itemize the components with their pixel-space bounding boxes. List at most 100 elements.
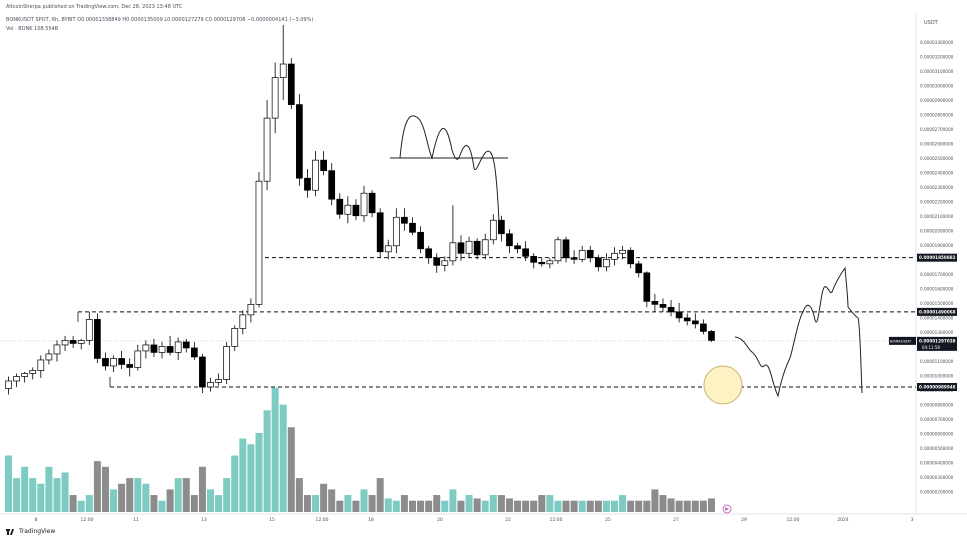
y-tick-label: 0.00002300000 xyxy=(920,185,954,190)
candle-body xyxy=(142,344,150,352)
replay-icon[interactable] xyxy=(722,504,732,514)
volume-indicator-line: Vol · BONK 108.554B xyxy=(6,26,59,32)
volume-bar xyxy=(336,500,344,512)
volume-bar xyxy=(417,500,425,512)
publisher-line: AltcoinSherpa published on TradingView.c… xyxy=(6,4,183,10)
candle xyxy=(417,226,424,254)
volume-bar xyxy=(530,500,538,512)
price-label-value: 0.00001850882 xyxy=(919,255,956,260)
candle xyxy=(94,313,101,363)
candle xyxy=(336,193,344,219)
candle-body xyxy=(352,204,360,217)
y-axis-unit: USDT xyxy=(924,20,939,26)
volume-bar xyxy=(312,495,320,512)
candle xyxy=(643,271,651,308)
candle xyxy=(562,236,570,263)
volume-bar xyxy=(295,478,303,512)
volume-bar xyxy=(514,500,522,512)
y-tick-label: 0.00002100000 xyxy=(920,214,954,219)
volume-bar xyxy=(207,489,214,512)
volume-bar xyxy=(562,500,570,512)
volume-bar xyxy=(142,483,150,512)
drawn-annotation-head-shoulders xyxy=(390,115,508,223)
y-tick-label: 0.00003200000 xyxy=(920,55,954,60)
candle-body xyxy=(94,319,101,359)
x-tick-label: 27 xyxy=(673,517,679,523)
y-tick-label: 0.00001300000 xyxy=(920,330,954,335)
candle xyxy=(166,335,174,356)
candle-body xyxy=(61,340,69,346)
volume-bar xyxy=(538,495,546,512)
candle xyxy=(514,242,521,254)
drawn-projection-path xyxy=(734,266,863,398)
volume-bar xyxy=(425,500,433,512)
candle xyxy=(360,185,368,222)
volume-bar xyxy=(85,495,93,512)
candle-body xyxy=(126,364,134,368)
candle xyxy=(683,313,691,326)
volume-bar xyxy=(271,387,279,512)
price-label-value: 0.00001490068 xyxy=(919,309,956,314)
x-tick-label: 15 xyxy=(269,517,275,523)
candle xyxy=(675,302,683,323)
candle-body xyxy=(336,198,344,215)
candle xyxy=(158,341,166,359)
candle-body xyxy=(53,344,61,355)
candle-body xyxy=(215,379,222,383)
volume-bar xyxy=(29,478,37,512)
volume-bar xyxy=(497,495,505,512)
candle-body xyxy=(312,159,319,191)
candle-body xyxy=(708,331,715,341)
price-label-value: 0.00001297038 xyxy=(919,338,956,343)
candle xyxy=(409,217,416,236)
highlight-circle xyxy=(703,365,743,405)
candle xyxy=(506,229,513,254)
volume-bar xyxy=(392,500,400,512)
x-tick-label: 12:00 xyxy=(787,517,800,523)
price-label-bg xyxy=(917,336,957,351)
volume-bar xyxy=(118,483,126,512)
candle-body xyxy=(449,242,457,262)
candle-body xyxy=(651,301,659,305)
volume-bar xyxy=(699,500,707,512)
candle xyxy=(29,367,37,380)
y-tick-label: 0.00002200000 xyxy=(920,200,954,205)
candle xyxy=(433,253,441,273)
candle xyxy=(344,196,352,224)
candle xyxy=(481,233,489,260)
candle xyxy=(376,208,384,258)
candle xyxy=(110,355,117,372)
x-tick-label: 22 xyxy=(505,517,511,523)
candle-body xyxy=(85,319,93,341)
volume-bar xyxy=(473,498,481,512)
candle-body xyxy=(239,314,247,329)
candle xyxy=(53,340,61,362)
candle-body xyxy=(514,245,521,250)
y-tick-label: 0.00002500000 xyxy=(920,156,954,161)
candle xyxy=(352,199,360,221)
volume-bar xyxy=(110,489,118,512)
candle xyxy=(457,235,465,261)
volume-bar xyxy=(659,495,667,512)
volume-bar xyxy=(45,466,53,512)
candle-body xyxy=(45,353,53,361)
candle xyxy=(368,190,376,218)
volume-bar xyxy=(344,495,352,512)
candle xyxy=(384,239,392,260)
volume-bar xyxy=(683,500,691,512)
x-tick-label: 11 xyxy=(133,517,139,523)
candle xyxy=(37,355,45,378)
x-tick-label: 12:00 xyxy=(316,517,329,523)
y-tick-label: 0.00000500000 xyxy=(920,446,954,451)
y-tick-label: 0.00002400000 xyxy=(920,171,954,176)
candle xyxy=(546,257,554,269)
volume-bar xyxy=(441,500,449,512)
volume-bar xyxy=(13,478,21,512)
candle-body xyxy=(522,248,529,257)
candle xyxy=(296,94,303,186)
candle xyxy=(255,172,263,308)
candle xyxy=(538,257,546,267)
volume-bar xyxy=(376,478,384,512)
tradingview-logo-icon xyxy=(6,528,16,535)
candle-body xyxy=(594,257,602,268)
